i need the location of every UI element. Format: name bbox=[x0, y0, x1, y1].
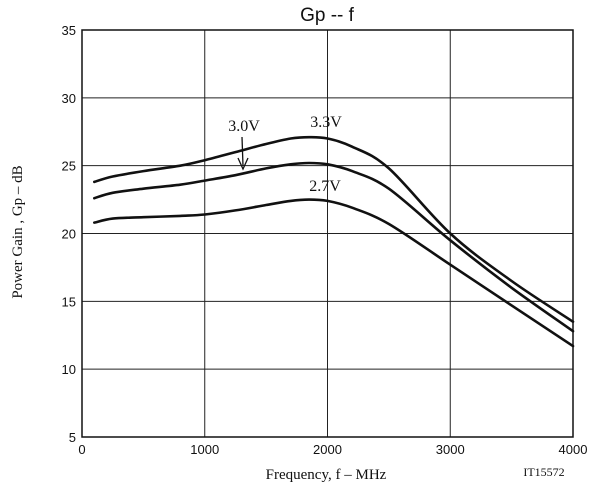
x-axis-title: Frequency, f – MHz bbox=[266, 467, 387, 483]
y-tick-label: 5 bbox=[69, 430, 76, 445]
series-line-3-3v bbox=[93, 135, 575, 323]
chart-title: Gp -- f bbox=[300, 5, 355, 26]
figure-id: IT15572 bbox=[523, 465, 564, 479]
tick-labels: 0 1000 2000 3000 4000 5 10 15 20 25 30 35 bbox=[62, 23, 588, 457]
series-label-3-3v: 3.3V bbox=[310, 114, 342, 131]
curves bbox=[93, 135, 575, 348]
y-tick-label: 25 bbox=[62, 159, 76, 174]
y-tick-label: 20 bbox=[62, 227, 76, 242]
series-line-3-0v bbox=[93, 161, 575, 333]
x-tick-label: 1000 bbox=[190, 442, 219, 457]
x-tick-label: 2000 bbox=[313, 442, 342, 457]
series-label-arrow bbox=[237, 136, 249, 171]
y-tick-label: 30 bbox=[62, 91, 76, 106]
y-tick-label: 10 bbox=[62, 362, 76, 377]
grid bbox=[82, 30, 573, 437]
x-tick-label: 0 bbox=[78, 442, 85, 457]
series-label-3-0v: 3.0V bbox=[228, 118, 260, 135]
y-axis-title: Power Gain , Gp – dB bbox=[10, 165, 26, 298]
y-tick-label: 35 bbox=[62, 23, 76, 38]
y-tick-label: 15 bbox=[62, 294, 76, 309]
series-line-2-7v bbox=[93, 198, 575, 348]
plot-frame bbox=[81, 29, 574, 438]
x-tick-label: 3000 bbox=[436, 442, 465, 457]
x-tick-label: 4000 bbox=[559, 442, 588, 457]
series-label-2-7v: 2.7V bbox=[309, 178, 341, 195]
